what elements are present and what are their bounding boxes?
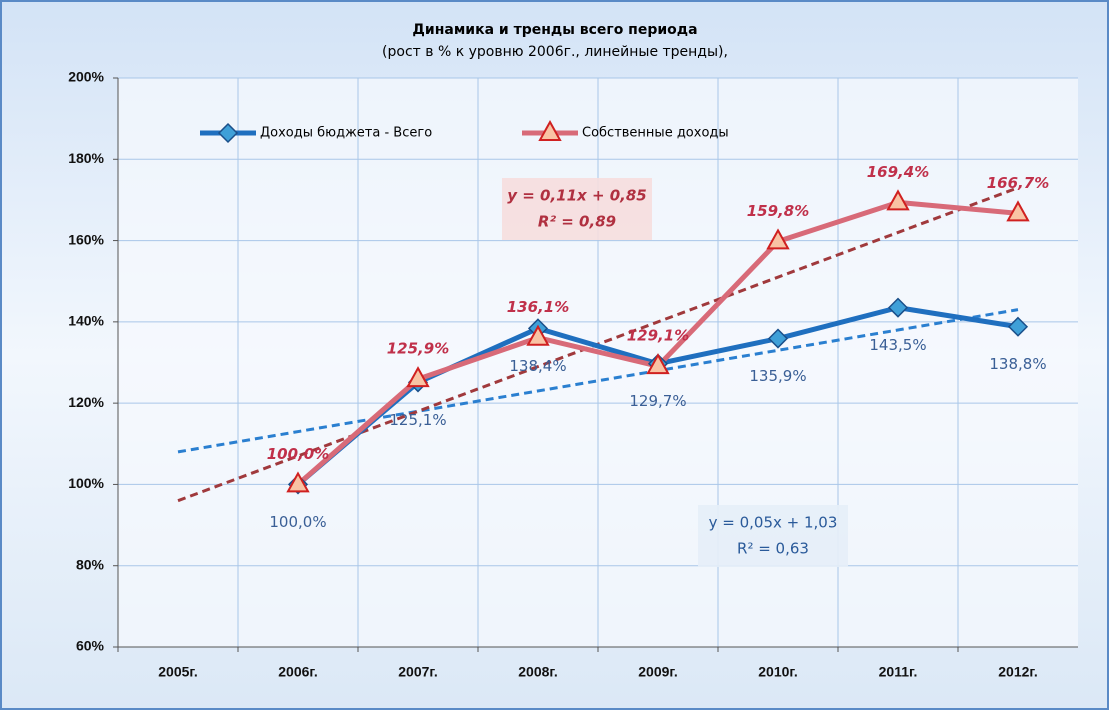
x-tick-label: 2011г.: [879, 664, 918, 680]
trend-label-box: [502, 178, 652, 240]
trend-equation: y = 0,05x + 1,03: [709, 514, 838, 532]
point-marker: [406, 366, 430, 388]
point-marker: [646, 353, 670, 375]
y-tick-label: 160%: [68, 231, 104, 247]
data-label: 125,1%: [389, 411, 446, 429]
x-tick-label: 2007г.: [398, 664, 437, 680]
y-tick-label: 120%: [68, 394, 104, 410]
point-marker: [766, 228, 790, 250]
data-label: 169,4%: [867, 163, 929, 181]
x-tick-label: 2012г.: [998, 664, 1037, 680]
point-marker: [526, 324, 550, 346]
y-tick-label: 80%: [76, 556, 105, 572]
x-tick-label: 2008г.: [518, 664, 557, 680]
x-tick-label: 2005г.: [158, 664, 197, 680]
x-tick-label: 2009г.: [638, 664, 677, 680]
x-tick-label: 2010г.: [758, 664, 797, 680]
chart-title: Динамика и тренды всего периода: [412, 22, 697, 38]
y-tick-label: 180%: [68, 150, 104, 166]
data-label: 100,0%: [269, 513, 326, 531]
point-marker: [286, 471, 310, 493]
y-tick-label: 140%: [68, 313, 104, 329]
data-label: 143,5%: [869, 336, 926, 354]
legend-label: Собственные доходы: [582, 126, 729, 141]
point-marker: [1007, 316, 1029, 337]
point-marker: [886, 189, 910, 211]
data-label: 129,7%: [629, 392, 686, 410]
trend-equation: y = 0,11x + 0,85: [507, 187, 647, 205]
data-label: 135,9%: [749, 367, 806, 385]
legend-marker: [538, 119, 562, 141]
x-tick-label: 2006г.: [278, 664, 317, 680]
chart-subtitle: (рост в % к уровню 2006г., линейные трен…: [382, 44, 728, 60]
data-label: 159,8%: [747, 202, 809, 220]
point-marker: [767, 328, 789, 349]
data-label: 166,7%: [987, 174, 1049, 192]
trend-label-box: [698, 505, 848, 567]
data-label: 125,9%: [387, 340, 449, 358]
data-label: 138,4%: [509, 357, 566, 375]
legend-label: Доходы бюджета - Всего: [260, 126, 432, 141]
y-tick-label: 200%: [68, 69, 104, 85]
data-label: 138,8%: [989, 355, 1046, 373]
trend-r2: R² = 0,89: [538, 213, 616, 231]
y-tick-label: 60%: [76, 638, 105, 654]
trendline: [177, 308, 1019, 454]
point-marker: [1006, 200, 1030, 222]
data-label: 100,0%: [267, 445, 329, 463]
legend-marker: [217, 122, 239, 144]
y-tick-label: 100%: [68, 475, 104, 491]
point-marker: [887, 297, 909, 318]
data-label: 136,1%: [507, 298, 569, 316]
trend-r2: R² = 0,63: [737, 540, 809, 558]
data-label: 129,1%: [627, 327, 689, 345]
